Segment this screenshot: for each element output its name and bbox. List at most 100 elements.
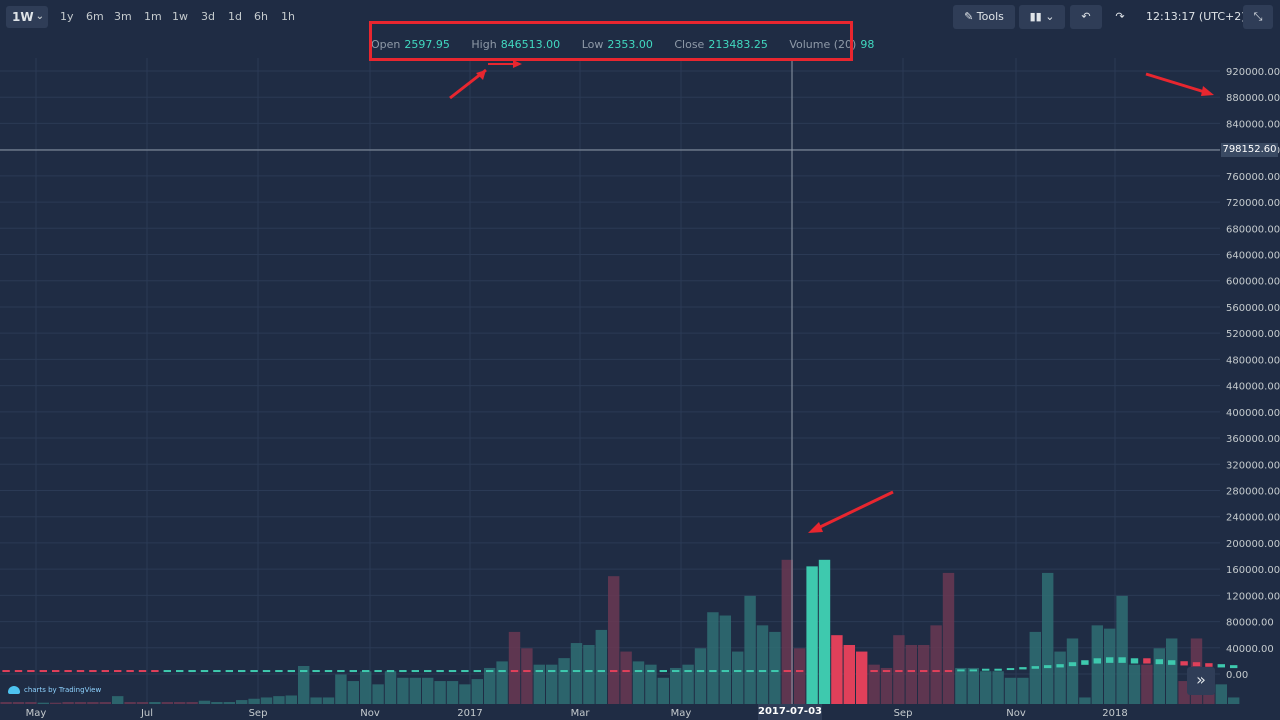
scroll-to-realtime-button[interactable]: » — [1187, 667, 1215, 695]
volume-bar — [694, 648, 707, 704]
volume-bar — [322, 697, 335, 704]
price-candle — [238, 670, 246, 673]
annotation-arrow-axis — [1145, 72, 1209, 95]
price-axis-tick-label: 120000.00 — [1226, 591, 1280, 602]
legend-close-label: Close — [674, 38, 705, 51]
undo-icon: ↶ — [1081, 10, 1091, 23]
price-candle — [52, 670, 60, 673]
price-candle — [1192, 662, 1201, 667]
price-candle — [1106, 657, 1114, 663]
volume-bar — [905, 645, 917, 704]
legend-close-value: 213483.25 — [708, 38, 768, 51]
price-candle — [523, 670, 531, 673]
volume-bar — [570, 643, 583, 704]
undo-button[interactable]: ↶ — [1070, 5, 1102, 29]
price-candle — [14, 670, 23, 673]
price-candle — [411, 670, 419, 673]
price-candle — [572, 670, 581, 673]
price-candle — [151, 670, 159, 673]
volume-bar — [521, 648, 533, 704]
volume-bar — [298, 665, 310, 704]
volume-bar — [335, 674, 347, 704]
price-candle — [89, 670, 97, 673]
price-candle — [486, 670, 494, 673]
interval-1w[interactable]: 1w — [172, 10, 188, 23]
interval-1y[interactable]: 1y — [60, 10, 74, 23]
price-candle — [312, 670, 320, 673]
annotation-arrows — [449, 60, 1214, 533]
time-axis-tick-label: 2017 — [457, 708, 482, 719]
price-candle — [510, 670, 519, 673]
volume-bar — [1228, 697, 1240, 704]
price-candle — [932, 670, 940, 673]
volume-bar — [980, 671, 992, 704]
volume-bar — [310, 697, 322, 704]
price-candle — [1044, 665, 1052, 669]
annotation-arrowhead-axis — [1201, 86, 1214, 96]
volume-bar — [1215, 684, 1227, 704]
legend-low-value: 2353.00 — [607, 38, 653, 51]
volume-bar — [682, 664, 694, 704]
timeframe-select[interactable]: 1W ⌄ — [6, 6, 48, 28]
legend-high-label: High — [471, 38, 497, 51]
price-candle — [250, 670, 258, 673]
interval-6h[interactable]: 6h — [254, 10, 268, 23]
price-candle — [2, 670, 10, 673]
price-candle — [647, 670, 655, 673]
price-candle — [27, 670, 35, 673]
price-candle — [213, 670, 221, 673]
volume-bar — [496, 661, 508, 704]
price-axis-tick-label: 760000.00 — [1226, 172, 1280, 183]
price-candle — [882, 670, 891, 673]
price-candle — [473, 670, 481, 673]
volume-bar — [484, 667, 496, 704]
interval-1d[interactable]: 1d — [228, 10, 242, 23]
chart-style-button[interactable]: ▮▮ ⌄ — [1019, 5, 1065, 29]
annotation-arrow-bar — [817, 490, 894, 530]
volume-bar — [1153, 648, 1165, 704]
price-candles — [2, 657, 1238, 673]
price-candle — [920, 670, 928, 673]
price-candle — [982, 668, 990, 671]
interval-3d[interactable]: 3d — [201, 10, 215, 23]
price-candle — [39, 670, 47, 673]
annotation-arrowhead-1 — [476, 70, 486, 80]
interval-1m[interactable]: 1m — [144, 10, 162, 23]
volume-bar — [893, 635, 905, 704]
price-candle — [659, 670, 667, 673]
price-candle — [374, 670, 382, 673]
price-candle — [845, 670, 853, 673]
price-candle — [362, 670, 370, 673]
price-candle — [1155, 659, 1163, 665]
price-candle — [1217, 664, 1225, 668]
price-candle — [300, 670, 308, 673]
volume-bar — [1141, 664, 1153, 704]
price-candle — [436, 670, 444, 673]
fullscreen-button[interactable]: ⤡ — [1243, 5, 1273, 29]
interval-6m[interactable]: 6m — [86, 10, 104, 23]
volume-bar — [756, 625, 769, 704]
price-candle — [126, 670, 134, 673]
price-candle — [1031, 666, 1039, 669]
price-candle — [969, 669, 977, 672]
price-candle — [399, 670, 407, 673]
tradingview-logo[interactable]: charts by TradingView — [8, 684, 101, 696]
redo-button[interactable]: ↷ — [1106, 5, 1134, 29]
volume-bar — [372, 684, 384, 704]
volume-bar — [818, 559, 831, 704]
volume-bar — [198, 700, 211, 704]
interval-3m[interactable]: 3m — [114, 10, 132, 23]
volume-bar — [558, 658, 570, 704]
price-axis-tick-label: 440000.00 — [1226, 382, 1280, 393]
price-axis-tick-label: 240000.00 — [1226, 513, 1280, 524]
volume-bar — [223, 702, 235, 704]
interval-1h[interactable]: 1h — [281, 10, 295, 23]
volume-bar — [744, 595, 756, 704]
price-candle — [808, 670, 816, 673]
price-axis-tick-label: 480000.00 — [1226, 355, 1280, 366]
tools-button[interactable]: ✎ Tools — [953, 5, 1015, 29]
volume-bar — [942, 572, 955, 704]
price-axis-tick-label: 600000.00 — [1226, 277, 1280, 288]
time-axis-tick-label: Mar — [571, 708, 591, 719]
